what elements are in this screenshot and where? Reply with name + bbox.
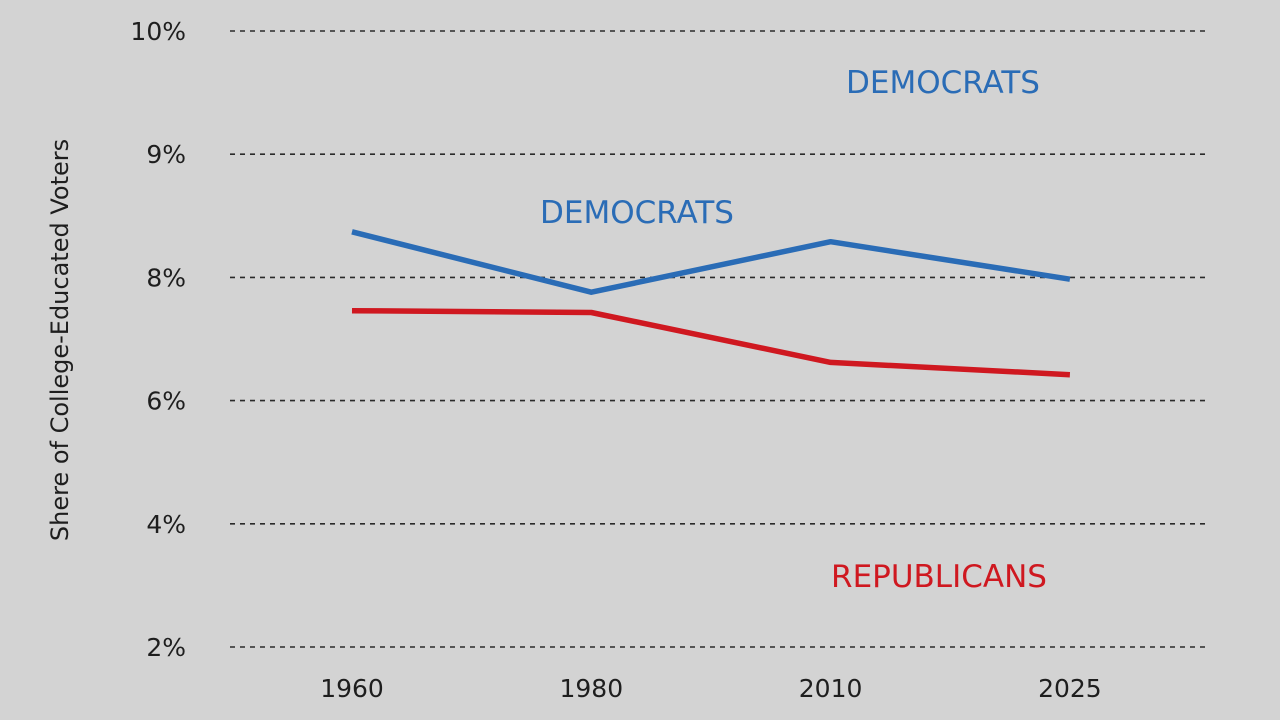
x-tick-label: 2025	[1038, 674, 1102, 703]
x-tick-label: 1980	[559, 674, 623, 703]
annotation-republicans: REPUBLICANS	[831, 559, 1047, 595]
y-tick-label: 4%	[146, 510, 186, 539]
y-tick-label: 9%	[146, 140, 186, 169]
y-tick-label: 6%	[146, 387, 186, 416]
series-line-democrats	[351, 229, 1071, 295]
series-line-republicans	[351, 307, 1071, 378]
y-axis-label: Shere of College-Educated Voters	[46, 139, 74, 541]
y-tick-label: 10%	[130, 17, 186, 46]
x-tick-labels: 1960 1980 2010 2025	[320, 674, 1102, 703]
x-tick-label: 1960	[320, 674, 384, 703]
annotation-democrats-top: DEMOCRATS	[846, 65, 1040, 101]
y-tick-labels: 10% 9% 8% 6% 4% 2%	[130, 17, 186, 662]
annotation-democrats-line: DEMOCRATS	[540, 195, 734, 231]
y-tick-label: 8%	[146, 263, 186, 292]
series-lines	[351, 229, 1071, 378]
y-tick-label: 2%	[146, 633, 186, 662]
x-tick-label: 2010	[799, 674, 863, 703]
